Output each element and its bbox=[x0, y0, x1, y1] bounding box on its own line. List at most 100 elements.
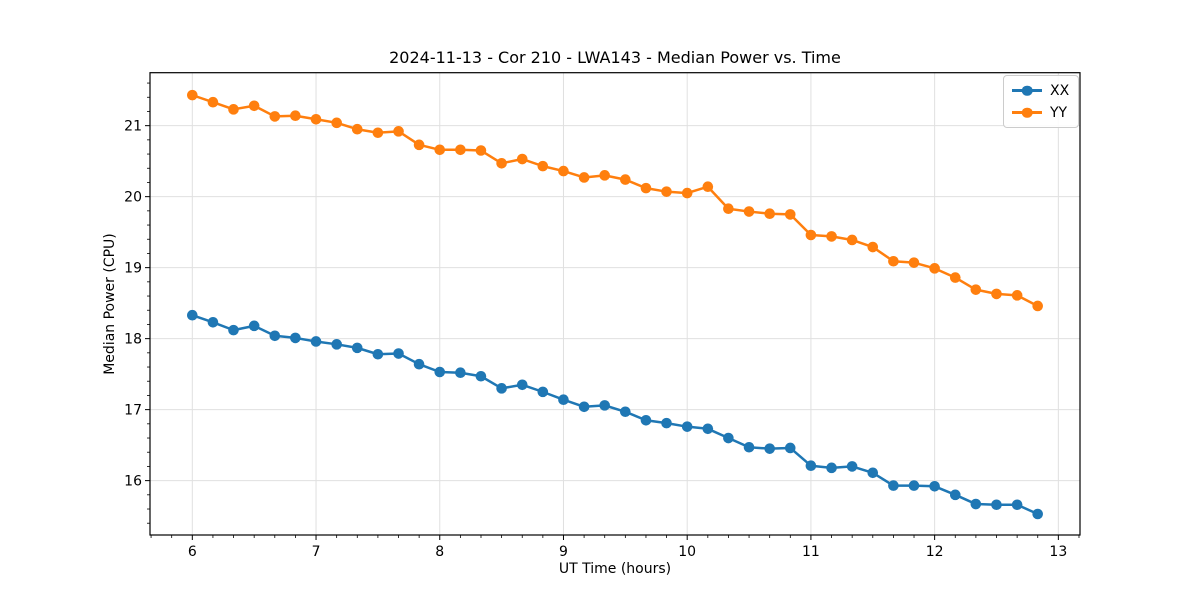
data-point-marker bbox=[475, 145, 487, 156]
data-point-marker bbox=[846, 234, 858, 246]
data-point-marker bbox=[826, 231, 837, 242]
data-point-marker bbox=[929, 263, 940, 274]
data-point-marker bbox=[743, 206, 755, 217]
tick-labels: 6 7 8 9 10 11 12 13 16 17 18 19 20 21 bbox=[124, 119, 1067, 560]
data-point-marker bbox=[846, 461, 858, 472]
data-point-marker bbox=[599, 400, 610, 411]
legend: XX YY bbox=[1003, 75, 1080, 128]
legend-line-marker-icon bbox=[1012, 107, 1042, 119]
data-point-marker bbox=[269, 111, 281, 122]
series-line bbox=[191, 93, 1039, 308]
data-point-marker bbox=[207, 96, 219, 108]
y-tick-label: 21 bbox=[124, 119, 142, 135]
data-point-marker bbox=[372, 127, 384, 139]
legend-label-yy: YY bbox=[1050, 104, 1068, 121]
data-point-marker bbox=[1011, 290, 1023, 301]
data-point-marker bbox=[805, 460, 817, 472]
data-point-marker bbox=[351, 123, 363, 135]
data-point-marker bbox=[578, 172, 590, 183]
x-tick-label: 11 bbox=[802, 544, 820, 560]
data-point-marker bbox=[310, 113, 322, 125]
data-point-marker bbox=[187, 309, 198, 321]
x-tick-label: 7 bbox=[312, 544, 321, 560]
data-point-marker bbox=[1011, 499, 1023, 511]
data-point-marker bbox=[516, 379, 528, 391]
data-point-marker bbox=[970, 498, 982, 510]
data-point-marker bbox=[351, 342, 363, 354]
data-point-marker bbox=[702, 181, 714, 193]
data-point-marker bbox=[702, 423, 714, 435]
data-point-marker bbox=[991, 288, 1002, 300]
data-point-marker bbox=[723, 203, 734, 215]
gridlines bbox=[150, 72, 1080, 535]
axis-ticks bbox=[145, 82, 1080, 540]
data-point-marker bbox=[187, 89, 198, 101]
x-tick-label: 10 bbox=[678, 544, 696, 560]
x-tick-label: 8 bbox=[435, 544, 444, 560]
series-xx bbox=[187, 309, 1043, 520]
chart-title: 2024-11-13 - Cor 210 - LWA143 - Median P… bbox=[389, 48, 841, 67]
data-point-marker bbox=[537, 386, 549, 398]
data-point-marker bbox=[620, 174, 631, 185]
data-point-marker bbox=[558, 165, 569, 177]
data-point-marker bbox=[908, 480, 920, 491]
data-point-marker bbox=[290, 332, 301, 344]
data-point-marker bbox=[393, 348, 404, 359]
data-point-marker bbox=[681, 421, 693, 432]
data-point-marker bbox=[310, 336, 322, 347]
data-point-marker bbox=[661, 417, 672, 429]
data-point-marker bbox=[1032, 508, 1043, 520]
x-tick-label: 6 bbox=[188, 544, 197, 560]
data-point-marker bbox=[455, 144, 466, 156]
data-point-marker bbox=[393, 126, 404, 137]
data-point-marker bbox=[640, 182, 652, 194]
legend-entry-xx: XX bbox=[1012, 81, 1069, 100]
legend-entry-yy: YY bbox=[1012, 103, 1069, 122]
data-point-marker bbox=[826, 462, 837, 474]
legend-line-marker-icon bbox=[1012, 85, 1042, 97]
data-point-marker bbox=[888, 480, 899, 491]
data-point-marker bbox=[290, 110, 301, 122]
data-point-marker bbox=[723, 432, 734, 444]
data-point-marker bbox=[661, 186, 672, 197]
data-point-marker bbox=[434, 366, 446, 378]
data-point-marker bbox=[764, 443, 776, 454]
data-point-marker bbox=[228, 324, 239, 336]
data-point-marker bbox=[331, 117, 342, 129]
series-yy bbox=[187, 89, 1043, 312]
data-point-marker bbox=[949, 272, 961, 283]
data-point-marker bbox=[991, 499, 1002, 511]
x-axis-label: UT Time (hours) bbox=[558, 561, 672, 577]
data-point-marker bbox=[599, 170, 610, 181]
data-point-marker bbox=[558, 394, 569, 405]
data-point-marker bbox=[640, 414, 652, 426]
data-point-marker bbox=[949, 489, 961, 501]
data-point-marker bbox=[455, 367, 466, 379]
data-point-marker bbox=[784, 209, 796, 220]
y-tick-label: 18 bbox=[124, 332, 142, 348]
data-point-marker bbox=[228, 104, 239, 115]
y-tick-label: 16 bbox=[124, 474, 142, 490]
data-point-marker bbox=[784, 442, 796, 454]
data-point-marker bbox=[867, 467, 879, 479]
y-tick-label: 20 bbox=[124, 190, 142, 206]
data-point-marker bbox=[620, 406, 631, 418]
data-point-marker bbox=[578, 401, 590, 413]
y-tick-label: 17 bbox=[124, 403, 142, 419]
data-point-marker bbox=[681, 187, 693, 199]
x-tick-label: 13 bbox=[1049, 544, 1067, 560]
data-point-marker bbox=[248, 320, 260, 332]
data-point-marker bbox=[248, 100, 260, 112]
data-point-marker bbox=[496, 383, 507, 394]
data-point-marker bbox=[888, 255, 899, 267]
data-point-marker bbox=[331, 339, 342, 350]
y-tick-label: 19 bbox=[124, 261, 142, 277]
data-point-marker bbox=[434, 144, 446, 156]
y-axis-label-text: Median Power (CPU) bbox=[102, 233, 118, 375]
data-point-marker bbox=[764, 208, 776, 219]
data-point-marker bbox=[413, 358, 425, 370]
data-point-marker bbox=[537, 160, 549, 172]
data-point-marker bbox=[372, 348, 384, 360]
